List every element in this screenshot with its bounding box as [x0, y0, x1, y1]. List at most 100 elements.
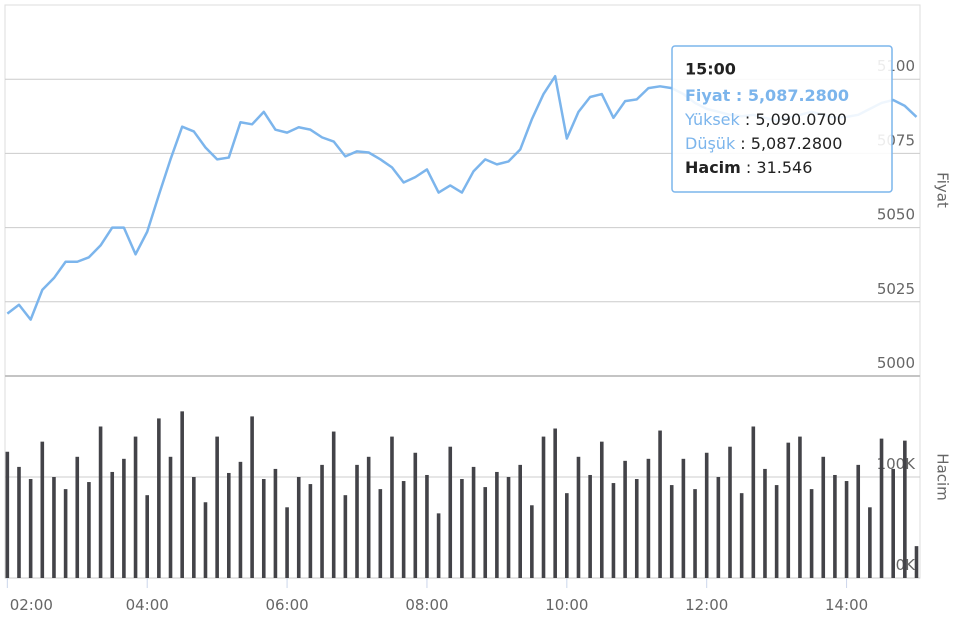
volume-bar — [623, 460, 627, 578]
tooltip-text: Hacim — [685, 158, 741, 177]
tooltip-text: : — [740, 110, 756, 129]
volume-bar — [320, 464, 324, 578]
volume-bar — [879, 438, 884, 578]
volume-bar — [261, 479, 266, 578]
volume-bar — [390, 436, 394, 578]
volume-bar — [704, 452, 709, 578]
volume-bar — [611, 483, 616, 578]
volume-bar — [75, 456, 80, 578]
volume-bar — [821, 456, 826, 578]
volume-bar — [17, 466, 21, 578]
tooltip-text: 5,087.2800 — [748, 86, 849, 105]
volume-bar — [786, 442, 791, 578]
tooltip-row: Fiyat : 5,087.2800 — [685, 86, 849, 105]
volume-bar — [844, 481, 849, 578]
volume-bar — [809, 489, 814, 578]
tooltip-row: Hacim : 31.546 — [685, 158, 812, 177]
volume-bar — [168, 456, 173, 578]
x-tick-label: 02:00 — [10, 596, 53, 614]
y-axis-title: Hacim — [934, 453, 952, 501]
volume-bar — [868, 507, 872, 578]
y-tick-label: 5050 — [877, 206, 915, 224]
volume-bar — [798, 436, 802, 578]
volume-bar — [903, 440, 907, 578]
volume-bar — [751, 426, 756, 578]
volume-bar — [599, 441, 604, 578]
volume-bar — [145, 495, 150, 578]
volume-bar — [716, 477, 721, 578]
volume-bar — [366, 456, 371, 578]
volume-bar — [914, 546, 919, 578]
volume-bar — [460, 479, 464, 578]
volume-bar — [180, 411, 184, 578]
volume-bar — [5, 451, 10, 578]
volume-bar — [378, 489, 383, 578]
volume-bar — [52, 477, 56, 578]
volume-bar — [157, 418, 161, 578]
volume-bar — [693, 489, 697, 578]
volume-bar — [401, 481, 406, 578]
volume-bar — [296, 477, 301, 578]
volume-bar — [681, 458, 686, 578]
volume-bar — [192, 477, 196, 578]
volume-bar — [250, 416, 254, 578]
x-tick-label: 12:00 — [685, 596, 728, 614]
volume-bar — [355, 464, 359, 578]
volume-bar — [331, 431, 336, 578]
volume-bar — [63, 489, 68, 578]
tooltip-text: : — [730, 86, 748, 105]
x-tick-label: 14:00 — [825, 596, 868, 614]
volume-bar — [133, 436, 138, 578]
tooltip-text: 5,087.2800 — [751, 134, 843, 153]
tooltip-text: Düşük — [685, 134, 736, 153]
volume-bar — [471, 466, 476, 578]
volume-bar — [215, 436, 219, 578]
volume-bar — [553, 428, 557, 578]
volume-bar — [658, 430, 662, 578]
volume-bar — [87, 482, 91, 578]
volume-bar — [28, 479, 33, 578]
y-tick-label: 5000 — [877, 354, 915, 372]
volume-bar — [343, 495, 348, 578]
volume-bar — [308, 484, 313, 578]
volume-bar — [763, 468, 767, 578]
volume-bar — [739, 493, 744, 578]
y-tick-label: 5025 — [877, 280, 915, 298]
tooltip-text: Yüksek — [684, 110, 741, 129]
tooltip-row: Yüksek : 5,090.0700 — [684, 110, 847, 129]
volume-bar — [576, 456, 581, 578]
volume-bar — [634, 479, 639, 578]
volume-bar — [483, 487, 488, 578]
volume-bar — [833, 474, 837, 578]
tooltip: 15:00 Fiyat : 5,087.2800 Yüksek : 5,090.07… — [671, 45, 893, 193]
tooltip-text: 31.546 — [756, 158, 812, 177]
volume-bar — [506, 477, 511, 578]
tooltip-box — [671, 45, 893, 193]
volume-bar — [588, 474, 592, 578]
volume-bar — [40, 441, 45, 578]
volume-bar — [273, 468, 278, 578]
tooltip-time: 15:00 — [685, 60, 736, 79]
volume-bar — [110, 471, 115, 578]
volume-bar — [98, 426, 103, 578]
volume-bar — [646, 458, 651, 578]
volume-bar — [425, 474, 429, 578]
volume-bar — [891, 468, 895, 578]
tooltip-text: 5,090.0700 — [755, 110, 847, 129]
x-tick-label: 06:00 — [265, 596, 308, 614]
volume-bar — [774, 485, 779, 578]
tooltip-text: : — [735, 134, 751, 153]
volume-bar — [122, 458, 126, 578]
volume-bar — [856, 464, 861, 578]
volume-bar — [448, 446, 453, 578]
volume-bar — [541, 436, 546, 578]
volume-bar — [728, 446, 732, 578]
volume-bar — [436, 513, 441, 578]
tooltip-row: Düşük : 5,087.2800 — [685, 134, 842, 153]
volume-bar — [565, 493, 569, 578]
volume-bar — [226, 472, 231, 578]
volume-bar — [669, 485, 674, 578]
volume-bar — [203, 502, 208, 578]
volume-bar — [238, 461, 243, 578]
